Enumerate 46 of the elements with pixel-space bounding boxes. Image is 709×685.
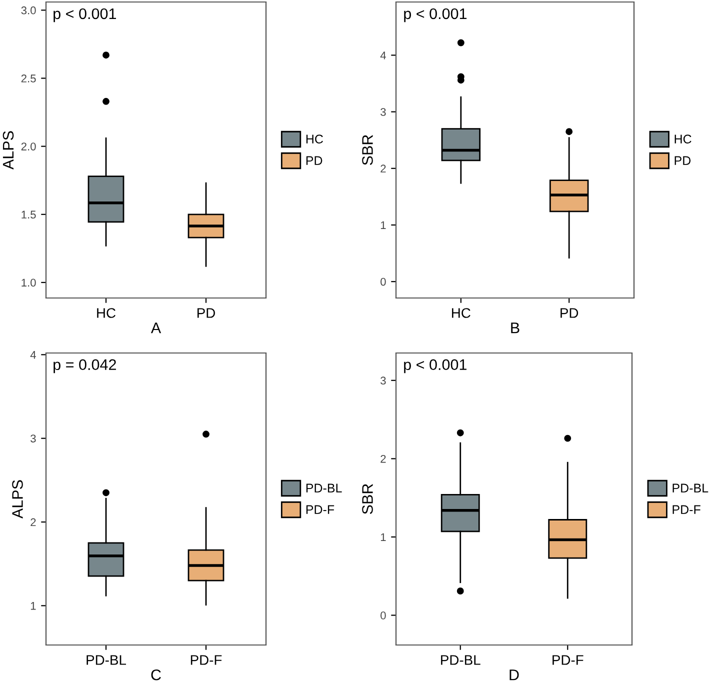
x-tick-label: HC: [452, 308, 470, 318]
y-tick-label: 2: [380, 164, 386, 172]
legend-label: PD: [674, 156, 691, 165]
x-tick-label: PD: [197, 308, 215, 318]
y-tick-label: 3: [380, 376, 386, 385]
y-tick-label: 0: [380, 278, 386, 286]
legend-label: HC: [674, 134, 692, 144]
annotation: p = 0.042: [54, 359, 116, 374]
y-tick-label: 1: [30, 602, 36, 610]
x-tick-label: PD-BL: [86, 655, 126, 665]
legend-label: PD-F: [672, 505, 700, 514]
x-tick-label: PD-F: [190, 655, 222, 665]
x-tick-label: PD-BL: [441, 655, 480, 665]
y-tick-label: 3: [380, 108, 386, 116]
y-tick-label: 2.5: [21, 74, 36, 82]
x-axis-title: B: [511, 322, 520, 334]
y-tick-label: 2.0: [21, 142, 36, 150]
legend-label: PD-BL: [306, 484, 342, 492]
legend-label: PD: [306, 156, 322, 165]
y-tick-label: 2: [380, 454, 386, 463]
y-tick-label: 1.0: [22, 278, 36, 287]
y-tick-label: 4: [30, 351, 36, 359]
y-tick-label: 3: [30, 434, 36, 442]
legend-label: PD-F: [306, 505, 334, 514]
x-tick-label: PD-F: [552, 655, 584, 665]
y-axis-title: SBR: [362, 484, 373, 514]
y-tick-label: 3.0: [21, 6, 36, 14]
y-axis-title: ALPS: [2, 131, 14, 170]
x-tick-label: HC: [97, 308, 116, 318]
x-axis-title: C: [151, 669, 161, 680]
annotation: p < 0.001: [404, 359, 466, 374]
y-tick-label: 1.5: [22, 210, 36, 219]
y-axis-title: ALPS: [12, 480, 23, 519]
annotation: p < 0.001: [404, 8, 467, 22]
y-tick-label: 1: [380, 221, 386, 230]
legend-label: HC: [306, 134, 323, 144]
x-axis-title: A: [150, 322, 162, 334]
y-axis-title: SBR: [362, 135, 373, 166]
annotation: p < 0.001: [54, 8, 116, 22]
legend-label: PD-BL: [672, 484, 708, 492]
x-tick-label: PD: [560, 308, 578, 318]
y-tick-label: 4: [380, 52, 386, 60]
y-tick-label: 1: [380, 533, 386, 541]
y-tick-label: 0: [380, 612, 386, 620]
x-axis-title: D: [510, 670, 519, 680]
y-tick-label: 2: [30, 518, 36, 526]
